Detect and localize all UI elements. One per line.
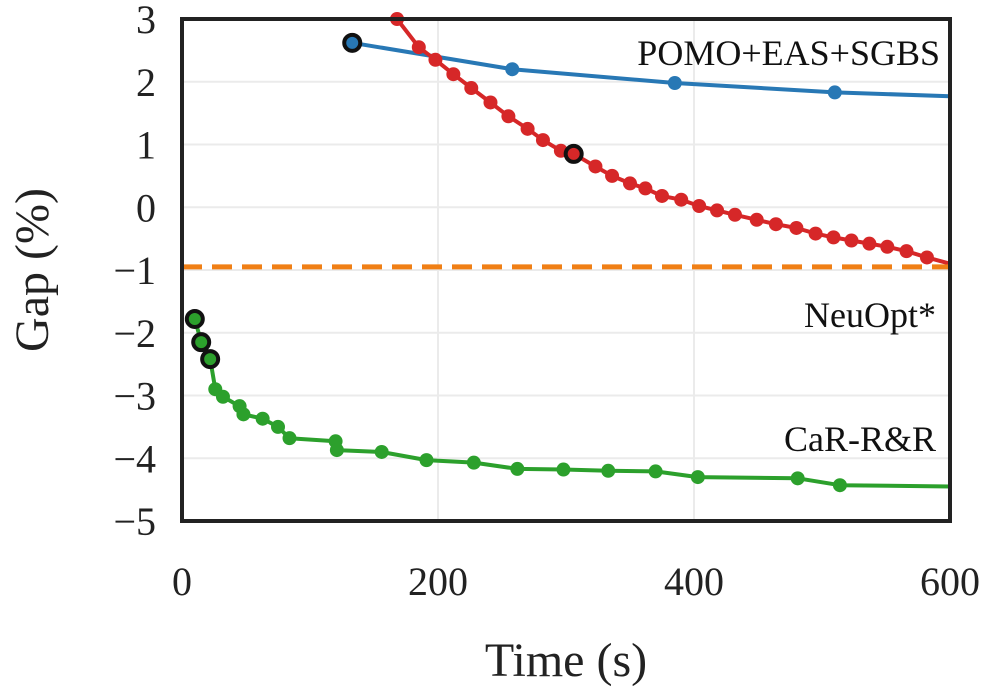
data-point-car-r-r bbox=[601, 463, 616, 478]
y-tick-label: −4 bbox=[113, 436, 156, 481]
y-tick-label: 1 bbox=[136, 123, 156, 168]
data-point-series-1 bbox=[428, 52, 443, 67]
data-point-series-1 bbox=[692, 198, 707, 213]
y-axis-label: Gap (%) bbox=[6, 188, 59, 352]
y-tick-label: 0 bbox=[136, 185, 156, 230]
data-point-series-1 bbox=[899, 244, 914, 259]
data-point-series-1 bbox=[844, 233, 859, 248]
data-point-series-1 bbox=[826, 230, 841, 245]
data-point-car-r-r bbox=[255, 411, 270, 426]
data-point-series-1 bbox=[749, 212, 764, 227]
x-tick-label: 0 bbox=[172, 559, 192, 604]
y-tick-label: −3 bbox=[113, 374, 156, 419]
data-point-series-1 bbox=[520, 121, 535, 136]
data-point-car-r-r bbox=[329, 443, 344, 458]
data-point-series-1 bbox=[638, 181, 653, 196]
highlight-point-pomo-eas-sgbs bbox=[342, 32, 363, 53]
y-tick-label: −2 bbox=[113, 311, 156, 356]
data-point-car-r-r bbox=[271, 419, 285, 434]
highlight-point-car-r-r bbox=[184, 308, 205, 329]
data-point-series-1 bbox=[727, 207, 742, 222]
x-axis-label: Time (s) bbox=[485, 634, 647, 687]
x-tick-label: 200 bbox=[408, 559, 468, 604]
data-point-series-1 bbox=[674, 192, 689, 207]
data-point-series-1 bbox=[411, 40, 426, 55]
data-point-pomo-eas-sgbs bbox=[505, 62, 520, 77]
y-tick-labels: 3 2 1 0 −1 −2 −3 −4 −5 bbox=[113, 0, 156, 544]
annotation-pomo: POMO+EAS+SGBS bbox=[637, 33, 940, 73]
data-point-series-1 bbox=[919, 250, 934, 265]
data-point-car-r-r bbox=[466, 455, 481, 470]
data-point-series-1 bbox=[623, 176, 637, 191]
data-point-series-1 bbox=[535, 133, 550, 148]
highlight-point-car-r-r bbox=[191, 332, 212, 353]
data-point-series-1 bbox=[768, 217, 783, 232]
data-point-car-r-r bbox=[690, 470, 705, 485]
data-point-car-r-r bbox=[648, 464, 663, 479]
data-point-car-r-r bbox=[790, 471, 805, 486]
data-point-series-1 bbox=[501, 109, 516, 124]
x-tick-label: 600 bbox=[920, 559, 980, 604]
data-point-series-1 bbox=[588, 159, 603, 174]
data-point-pomo-eas-sgbs bbox=[827, 85, 842, 100]
series-line-car-r-r bbox=[192, 318, 950, 489]
data-point-car-r-r bbox=[215, 389, 230, 404]
data-point-pomo-eas-sgbs bbox=[667, 76, 682, 91]
data-point-series-1 bbox=[710, 203, 725, 218]
data-point-series-1 bbox=[464, 81, 479, 96]
data-point-series-1 bbox=[880, 239, 895, 254]
data-point-series-1 bbox=[655, 188, 669, 203]
annotation-car-rr: CaR-R&R bbox=[784, 419, 936, 459]
data-point-series-1 bbox=[483, 95, 498, 110]
data-point-car-r-r bbox=[556, 462, 571, 477]
data-point-car-r-r bbox=[374, 444, 389, 459]
data-point-car-r-r bbox=[236, 407, 251, 422]
data-point-series-1 bbox=[446, 67, 461, 82]
data-point-car-r-r bbox=[282, 431, 297, 446]
data-point-car-r-r bbox=[832, 478, 847, 493]
y-tick-label: 3 bbox=[136, 0, 156, 42]
x-tick-labels: 0 200 400 600 bbox=[172, 559, 980, 604]
data-point-series-1 bbox=[862, 236, 877, 251]
annotation-neuopt: NeuOpt* bbox=[804, 295, 936, 335]
data-point-series-1 bbox=[789, 220, 804, 235]
y-tick-label: −5 bbox=[113, 499, 156, 544]
data-point-car-r-r bbox=[510, 461, 525, 476]
plot-frame bbox=[180, 17, 952, 523]
highlight-point-series-1 bbox=[563, 143, 584, 164]
y-tick-label: 2 bbox=[136, 60, 156, 105]
data-point-car-r-r bbox=[419, 453, 434, 468]
highlight-point-car-r-r bbox=[200, 349, 221, 370]
x-tick-label: 400 bbox=[664, 559, 724, 604]
marker-layer bbox=[184, 12, 934, 493]
data-point-series-1 bbox=[808, 226, 823, 241]
y-tick-label: −1 bbox=[113, 248, 156, 293]
data-point-series-1 bbox=[605, 168, 620, 183]
